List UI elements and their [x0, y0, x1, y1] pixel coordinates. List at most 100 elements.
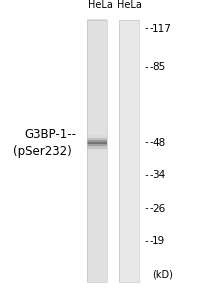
- Bar: [87, 70, 107, 72]
- Bar: [87, 157, 107, 160]
- Bar: [87, 45, 107, 48]
- Bar: [87, 216, 107, 219]
- Bar: [87, 52, 107, 55]
- Bar: [87, 236, 107, 238]
- Bar: [87, 34, 107, 37]
- Bar: [87, 218, 107, 221]
- Bar: [87, 32, 107, 35]
- Bar: [87, 133, 107, 135]
- Text: 48: 48: [152, 137, 165, 148]
- Bar: [87, 151, 107, 153]
- Bar: [87, 179, 107, 181]
- Bar: [87, 181, 107, 184]
- Bar: [87, 264, 107, 267]
- Bar: [87, 92, 107, 94]
- Bar: [87, 111, 107, 114]
- Bar: [87, 212, 107, 214]
- Bar: [87, 253, 107, 256]
- Bar: [87, 275, 107, 278]
- Bar: [87, 227, 107, 230]
- Bar: [87, 80, 107, 83]
- Bar: [87, 63, 107, 65]
- Bar: [87, 251, 107, 254]
- Bar: [87, 28, 107, 30]
- Bar: [87, 244, 107, 247]
- Bar: [87, 118, 107, 120]
- Bar: [87, 116, 107, 118]
- Bar: [87, 142, 107, 144]
- Bar: [87, 249, 107, 251]
- Bar: [87, 58, 107, 61]
- Text: 117: 117: [152, 23, 172, 34]
- Bar: [87, 100, 107, 103]
- Bar: [87, 201, 107, 203]
- Bar: [87, 223, 107, 225]
- Bar: [87, 229, 107, 232]
- Bar: [87, 280, 107, 282]
- Bar: [87, 30, 107, 33]
- Bar: [87, 209, 107, 212]
- Bar: [87, 102, 107, 105]
- Bar: [87, 140, 107, 142]
- Text: --: --: [143, 23, 155, 34]
- Bar: [87, 135, 107, 138]
- Bar: [87, 65, 107, 68]
- Bar: [87, 137, 107, 140]
- Bar: [87, 161, 107, 164]
- Bar: [87, 203, 107, 206]
- Bar: [87, 172, 107, 175]
- Bar: [87, 56, 107, 59]
- Bar: [87, 214, 107, 216]
- Bar: [87, 76, 107, 79]
- Bar: [87, 231, 107, 234]
- Bar: [87, 96, 107, 98]
- Text: --: --: [143, 236, 155, 247]
- Bar: [87, 26, 107, 28]
- Text: 26: 26: [152, 203, 165, 214]
- Bar: [87, 109, 107, 111]
- Bar: [87, 190, 107, 192]
- Text: 34: 34: [152, 170, 165, 181]
- Text: 85: 85: [152, 62, 165, 73]
- Bar: [87, 183, 107, 186]
- Bar: [87, 122, 107, 124]
- Bar: [87, 185, 107, 188]
- Bar: [87, 177, 107, 179]
- Bar: [87, 131, 107, 133]
- Text: HeLa: HeLa: [88, 1, 112, 10]
- Bar: [87, 126, 107, 129]
- Bar: [87, 199, 107, 201]
- Bar: [87, 266, 107, 269]
- Bar: [87, 240, 107, 243]
- Bar: [87, 234, 107, 236]
- Bar: [87, 148, 107, 151]
- Bar: [87, 85, 107, 87]
- Bar: [87, 170, 107, 172]
- Bar: [87, 67, 107, 70]
- Bar: [87, 20, 107, 282]
- Bar: [87, 129, 107, 131]
- Bar: [87, 205, 107, 208]
- Bar: [87, 113, 107, 116]
- Bar: [119, 20, 139, 282]
- Bar: [87, 159, 107, 162]
- Bar: [87, 107, 107, 109]
- Bar: [87, 48, 107, 50]
- Bar: [87, 72, 107, 74]
- Bar: [87, 175, 107, 177]
- Text: (kD): (kD): [152, 269, 173, 280]
- Bar: [87, 258, 107, 260]
- Bar: [87, 242, 107, 245]
- Bar: [87, 168, 107, 170]
- Bar: [87, 37, 107, 39]
- Text: --: --: [143, 62, 155, 73]
- Bar: [87, 260, 107, 262]
- Text: HeLa: HeLa: [117, 1, 141, 10]
- Bar: [87, 268, 107, 271]
- Bar: [87, 39, 107, 41]
- Bar: [87, 146, 107, 148]
- Bar: [87, 82, 107, 85]
- Bar: [87, 207, 107, 210]
- Bar: [87, 21, 107, 24]
- Bar: [87, 194, 107, 197]
